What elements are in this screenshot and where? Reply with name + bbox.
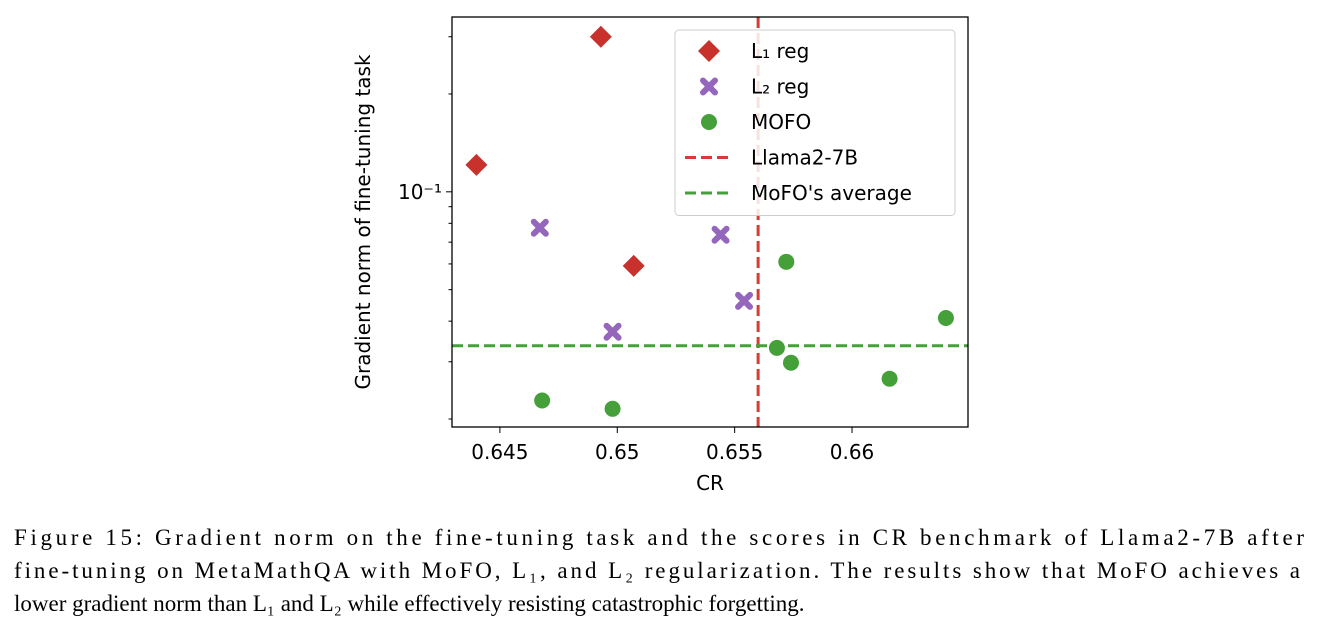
x-tick-label: 0.66: [830, 440, 875, 464]
cross-marker: [735, 291, 754, 310]
circle-marker: [782, 354, 799, 371]
diamond-marker: [622, 254, 645, 277]
legend-marker: [700, 77, 718, 96]
caption-line: lower gradient norm than L₁ and L₂ while…: [14, 591, 805, 616]
circle-marker: [768, 339, 785, 356]
legend-box: [674, 29, 956, 216]
circle-marker: [937, 310, 954, 327]
legend-label: MoFO's average: [751, 181, 912, 205]
circle-marker: [604, 400, 621, 417]
caption-line: fine-tuning on MetaMathQA with MoFO, L₁,…: [14, 558, 1300, 583]
x-axis-label: CR: [696, 471, 724, 495]
legend-label: L₂ reg: [751, 75, 809, 99]
cross-marker: [530, 218, 549, 237]
legend-marker: [698, 40, 720, 62]
y-axis-label: Gradient norm of fine-tuning task: [351, 54, 375, 389]
diamond-marker: [465, 153, 488, 176]
legend-label: L₁ reg: [751, 39, 809, 63]
circle-marker: [778, 253, 795, 270]
y-tick-label: 10⁻¹: [398, 180, 442, 204]
legend-marker: [701, 114, 717, 130]
diamond-marker: [589, 25, 612, 48]
plot-frame: [451, 16, 969, 428]
legend-label: MOFO: [751, 110, 811, 134]
x-tick-label: 0.645: [471, 440, 528, 464]
cross-marker: [711, 225, 730, 244]
x-tick-label: 0.65: [595, 440, 640, 464]
legend-label: Llama2-7B: [751, 146, 858, 170]
caption-line: Figure 15: Gradient norm on the fine-tun…: [14, 525, 1304, 550]
circle-marker: [881, 370, 898, 387]
circle-marker: [534, 392, 551, 409]
x-tick-label: 0.655: [706, 440, 763, 464]
cross-marker: [603, 322, 622, 341]
